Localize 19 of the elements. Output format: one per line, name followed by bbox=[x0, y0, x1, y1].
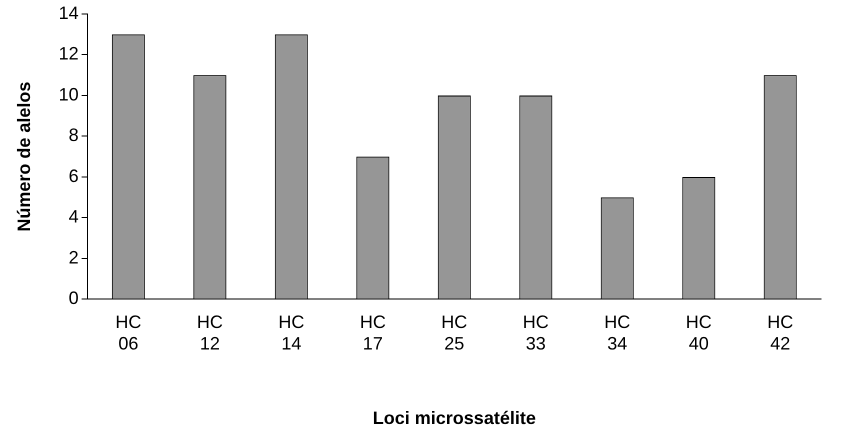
y-tick-label: 8 bbox=[68, 125, 79, 146]
x-tick-label: HC 14 bbox=[278, 312, 304, 354]
y-tick-label: 10 bbox=[58, 84, 79, 104]
y-axis-title: Número de alelos bbox=[14, 82, 34, 232]
x-tick-label: HC 33 bbox=[522, 312, 549, 354]
x-tick-label: HC 34 bbox=[604, 312, 630, 354]
x-tick-label: HC 40 bbox=[686, 312, 712, 354]
x-tick-label: HC 12 bbox=[196, 312, 223, 354]
x-axis-title: Loci microssatélite bbox=[372, 408, 536, 428]
y-tick-label: 14 bbox=[58, 2, 79, 23]
y-tick-label: 12 bbox=[58, 44, 79, 64]
x-tick-label: HC 25 bbox=[441, 312, 468, 354]
y-tick-label: 0 bbox=[68, 288, 79, 308]
y-tick-label: 6 bbox=[68, 166, 79, 186]
y-tick-label: 2 bbox=[68, 247, 79, 268]
x-tick-label: HC 42 bbox=[767, 312, 794, 354]
x-tick-label: HC 06 bbox=[115, 312, 142, 354]
x-tick-label: HC 17 bbox=[360, 312, 386, 354]
y-tick-label: 4 bbox=[68, 206, 79, 227]
